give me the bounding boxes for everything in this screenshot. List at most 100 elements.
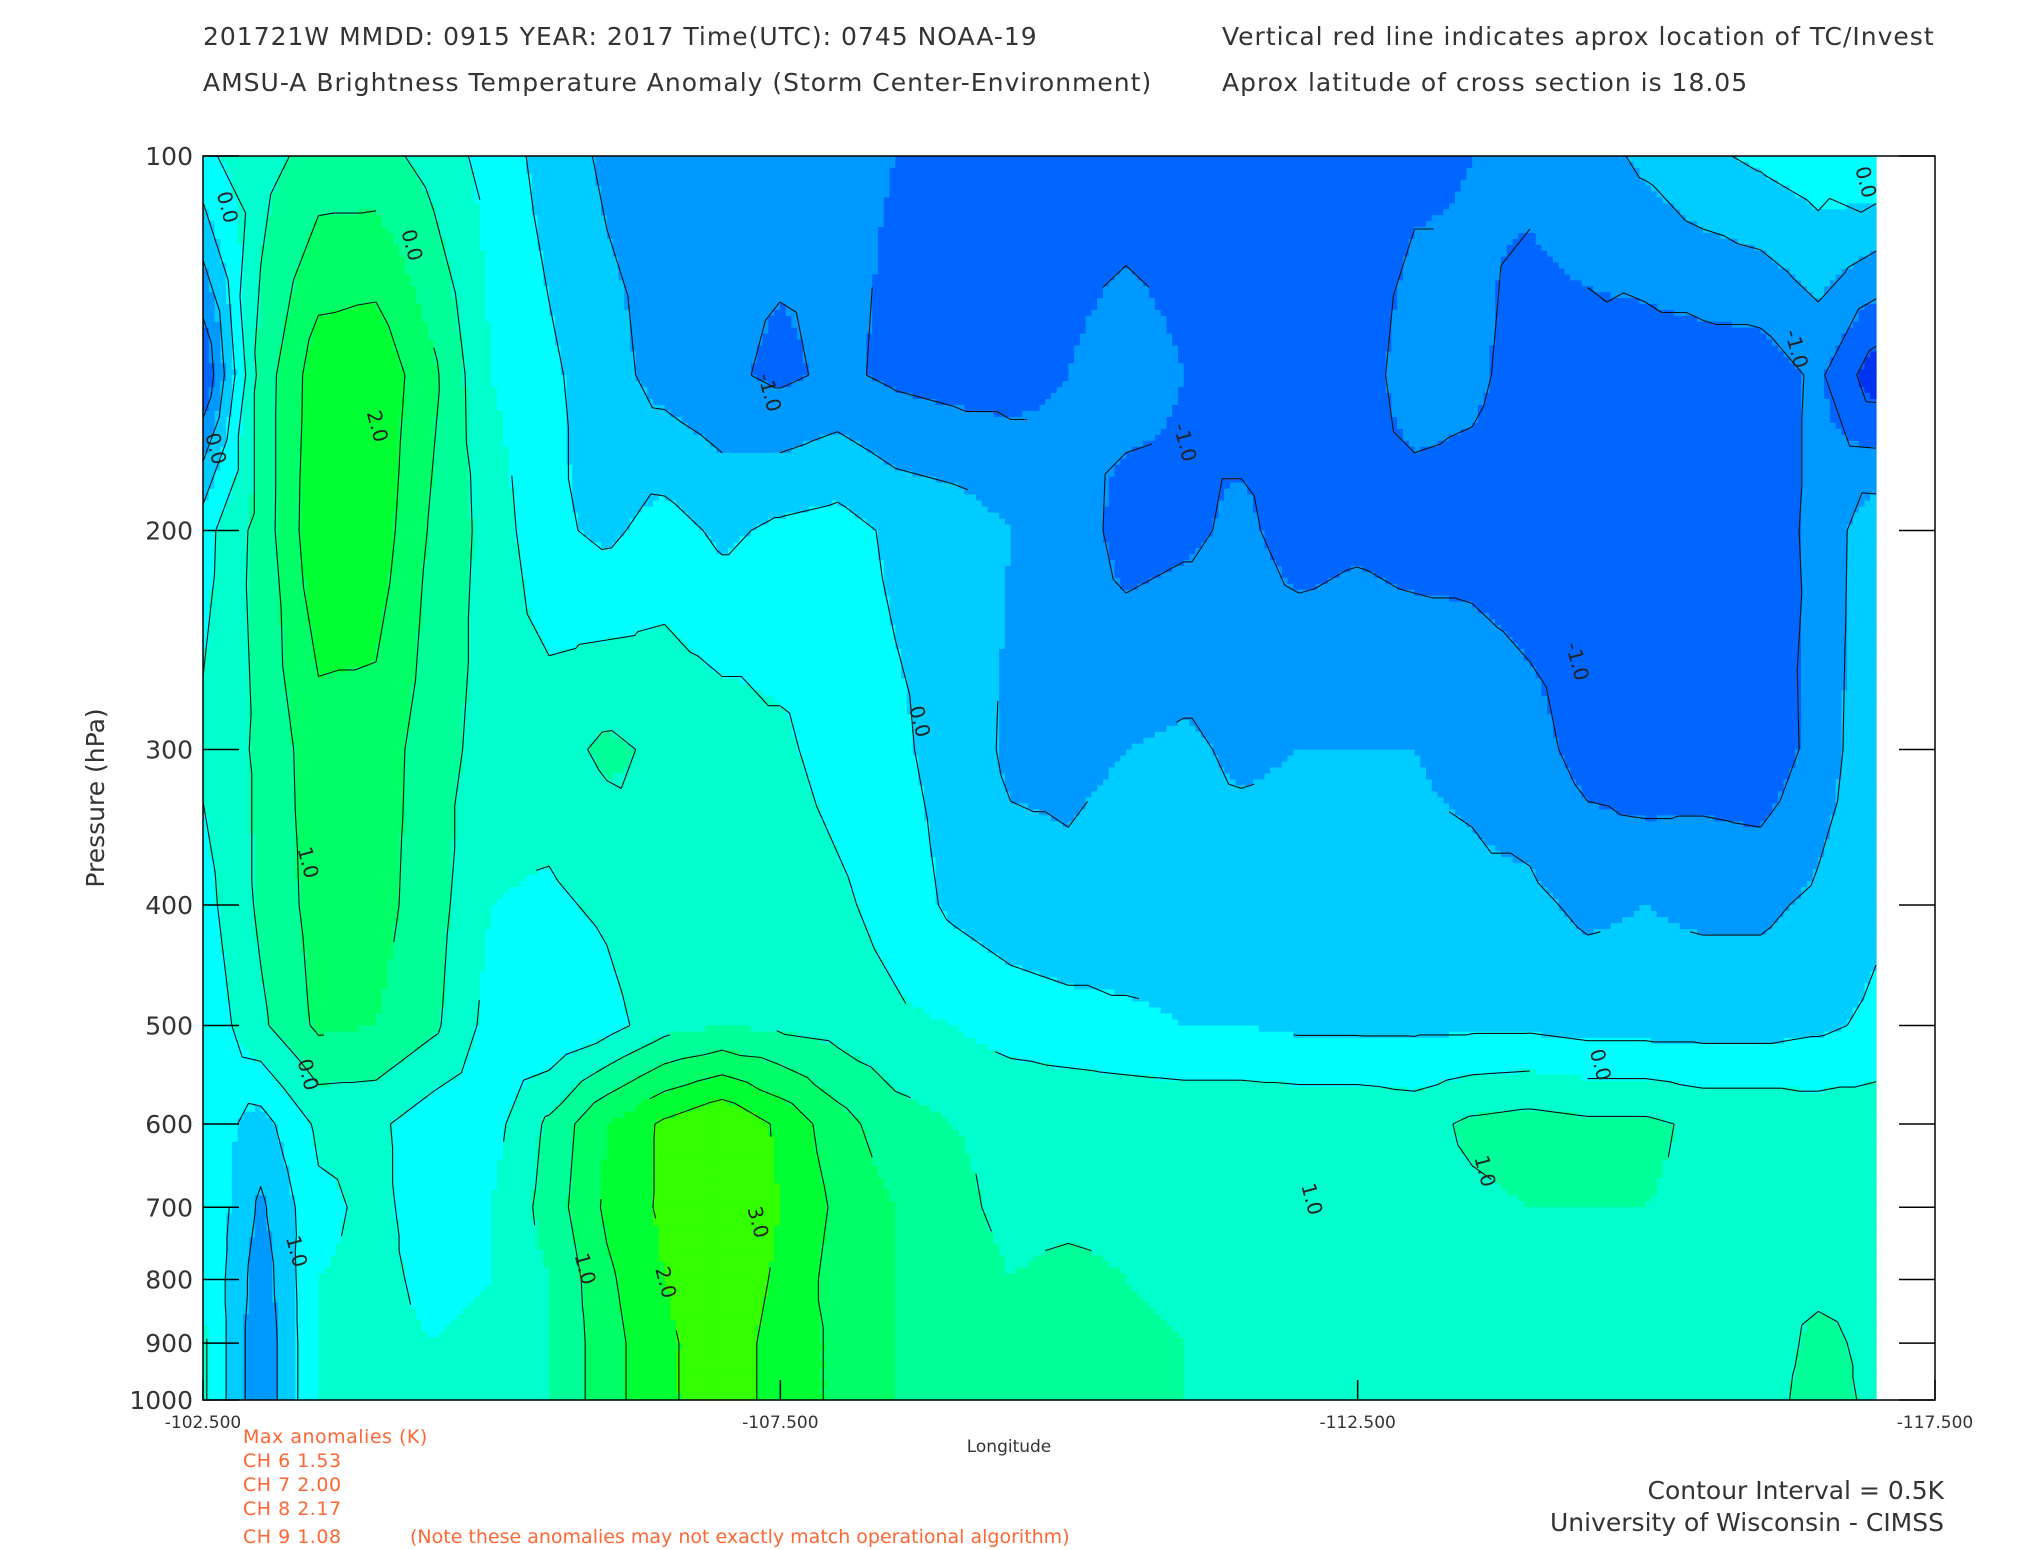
contour-cell	[532, 292, 538, 299]
contour-cell	[393, 363, 399, 370]
contour-cell	[468, 215, 474, 222]
contour-cell	[272, 162, 278, 169]
contour-cell	[266, 245, 272, 252]
contour-cell	[359, 363, 365, 370]
contour-cell	[538, 180, 544, 187]
contour-cell	[520, 351, 526, 358]
contour-cell	[434, 245, 440, 252]
contour-cell	[480, 316, 486, 323]
contour-cell	[353, 215, 359, 222]
contour-cell	[232, 274, 238, 281]
contour-cell	[330, 257, 336, 264]
contour-cell	[243, 369, 249, 376]
contour-cell	[261, 209, 267, 216]
contour-cell	[532, 280, 538, 287]
contour-cell	[313, 245, 319, 252]
contour-cell	[532, 286, 538, 293]
contour-cell	[451, 197, 457, 204]
contour-cell	[278, 156, 284, 163]
contour-cell	[226, 227, 232, 234]
contour-cell	[376, 221, 382, 228]
contour-cell	[307, 197, 313, 204]
contour-cell	[232, 168, 238, 175]
contour-cell	[370, 197, 376, 204]
contour-cell	[515, 197, 521, 204]
contour-cell	[411, 274, 417, 281]
contour-cell	[209, 328, 215, 335]
contour-cell	[538, 215, 544, 222]
contour-cell	[393, 197, 399, 204]
contour-cell	[480, 251, 486, 258]
contour-cell	[526, 298, 532, 305]
contour-cell	[330, 192, 336, 199]
contour-cell	[445, 363, 451, 370]
contour-cell	[382, 192, 388, 199]
contour-cell	[457, 192, 463, 199]
contour-cell	[336, 221, 342, 228]
contour-cell	[353, 263, 359, 270]
contour-cell	[272, 351, 278, 358]
contour-cell	[215, 274, 221, 281]
contour-cell	[272, 227, 278, 234]
contour-cell	[290, 156, 296, 163]
contour-cell	[347, 192, 353, 199]
contour-cell	[336, 357, 342, 364]
contour-cell	[486, 180, 492, 187]
contour-cell	[503, 298, 509, 305]
contour-cell	[341, 239, 347, 246]
contour-cell	[526, 351, 532, 358]
contour-cell	[515, 357, 521, 364]
contour-cell	[405, 168, 411, 175]
contour-cell	[532, 369, 538, 376]
contour-cell	[290, 351, 296, 358]
contour-cell	[324, 263, 330, 270]
contour-cell	[249, 334, 255, 341]
contour-cell	[457, 186, 463, 193]
contour-cell	[509, 357, 515, 364]
contour-cell	[480, 197, 486, 204]
contour-cell	[203, 304, 209, 311]
contour-cell	[220, 340, 226, 347]
contour-cell	[341, 369, 347, 376]
contour-cell	[509, 215, 515, 222]
contour-cell	[261, 174, 267, 181]
contour-cell	[220, 286, 226, 293]
contour-cell	[428, 180, 434, 187]
contour-cell	[272, 268, 278, 275]
contour-cell	[284, 363, 290, 370]
contour-cell	[463, 209, 469, 216]
contour-cell	[393, 251, 399, 258]
contour-cell	[520, 174, 526, 181]
contour-cell	[526, 345, 532, 352]
contour-cell	[290, 233, 296, 240]
contour-cell	[301, 369, 307, 376]
contour-cell	[261, 192, 267, 199]
contour-cell	[393, 310, 399, 317]
contour-cell	[388, 162, 394, 169]
contour-cell	[411, 340, 417, 347]
contour-cell	[463, 227, 469, 234]
contour-cell	[353, 340, 359, 347]
contour-cell	[266, 168, 272, 175]
contour-cell	[249, 298, 255, 305]
contour-cell	[405, 310, 411, 317]
contour-cell	[457, 257, 463, 264]
contour-cell	[376, 209, 382, 216]
contour-cell	[232, 280, 238, 287]
contour-cell	[393, 280, 399, 287]
contour-cell	[526, 274, 532, 281]
contour-cell	[376, 192, 382, 199]
contour-cell	[203, 351, 209, 358]
contour-cell	[307, 286, 313, 293]
contour-cell	[365, 156, 371, 163]
contour-cell	[388, 209, 394, 216]
contour-cell	[480, 322, 486, 329]
contour-cell	[301, 180, 307, 187]
contour-cell	[330, 162, 336, 169]
contour-cell	[203, 310, 209, 317]
contour-cell	[509, 274, 515, 281]
contour-cell	[416, 168, 422, 175]
contour-cell	[388, 363, 394, 370]
contour-cell	[451, 345, 457, 352]
contour-cell	[440, 263, 446, 270]
